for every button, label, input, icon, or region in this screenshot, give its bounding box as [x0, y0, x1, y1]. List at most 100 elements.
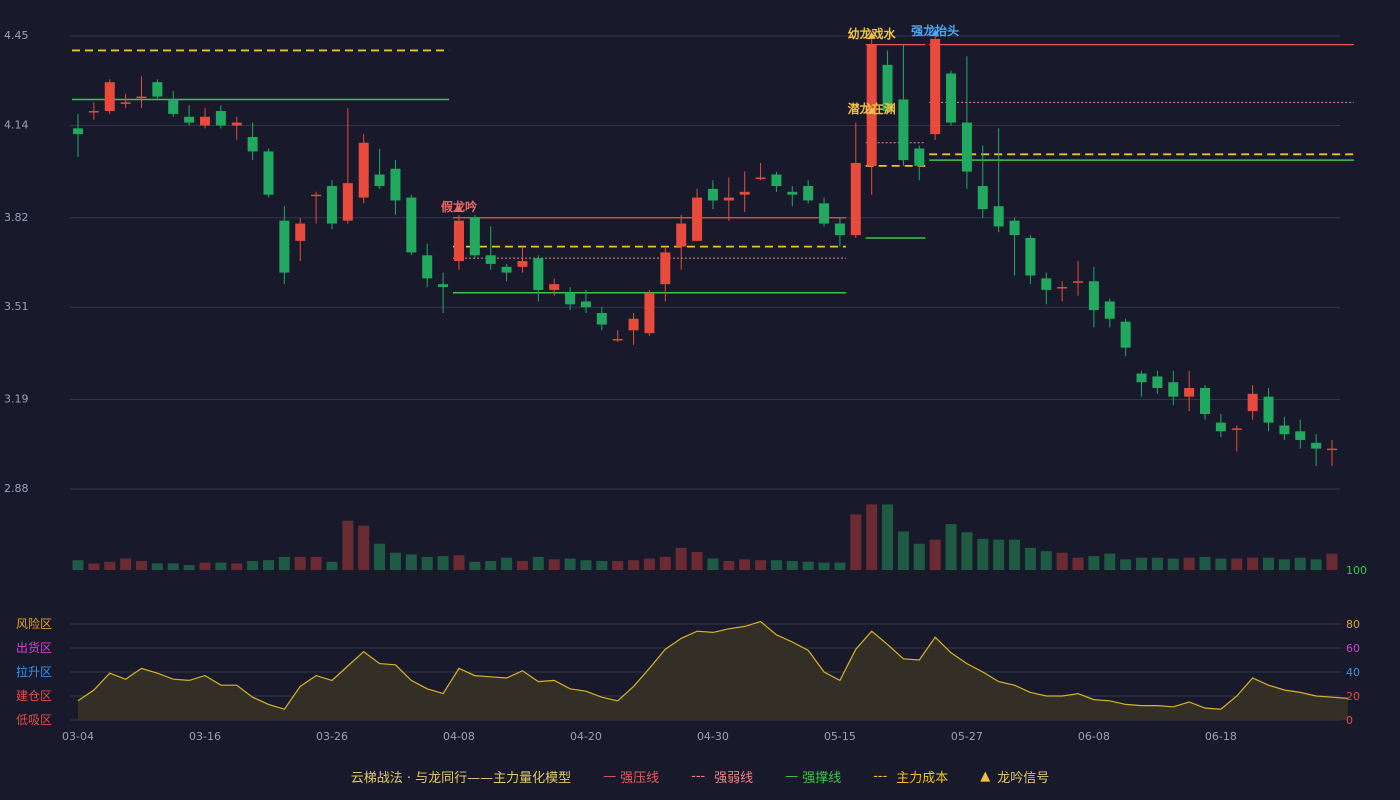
candle — [961, 56, 972, 189]
candle-body — [501, 266, 512, 273]
volume-bar — [135, 560, 147, 570]
candle-body — [263, 151, 274, 195]
candle-body — [819, 203, 830, 224]
volume-bar — [1136, 557, 1148, 570]
candle-body — [771, 174, 782, 187]
price-tick-label: 3.82 — [4, 211, 29, 224]
volume-bar — [929, 539, 941, 570]
candle-body — [1104, 301, 1115, 319]
candle — [771, 171, 782, 192]
candle-body — [231, 122, 242, 126]
date-tick-label: 04-30 — [697, 730, 729, 743]
volume-bar — [310, 556, 322, 570]
volume-bar — [389, 552, 401, 570]
candle — [215, 105, 226, 129]
volume-bar — [342, 520, 354, 570]
date-tick-label: 05-15 — [824, 730, 856, 743]
signal-triangle-icon — [931, 29, 940, 36]
candle-body — [1073, 281, 1084, 283]
volume-bar — [516, 560, 528, 570]
candle — [993, 128, 1004, 233]
indicator-tick-label: 20 — [1346, 690, 1360, 703]
candle — [104, 79, 115, 114]
volume-bar — [167, 563, 179, 570]
candle-body — [1231, 428, 1242, 430]
candle — [914, 145, 925, 181]
candle-body — [311, 194, 322, 197]
candle — [469, 214, 480, 259]
weak-line-icon: --- — [691, 768, 706, 784]
candle — [1247, 385, 1258, 420]
volume-bar — [120, 558, 132, 570]
candle — [120, 93, 131, 109]
candle — [723, 177, 734, 221]
candle — [660, 246, 671, 302]
date-tick-label: 03-16 — [189, 730, 221, 743]
candle — [1327, 439, 1337, 466]
candle — [565, 287, 576, 311]
volume-bar — [834, 562, 846, 570]
candle-body — [422, 255, 433, 279]
volume-bar — [501, 557, 513, 570]
volume-bar — [532, 556, 544, 570]
candle-body — [866, 44, 877, 166]
volume-bar — [897, 531, 909, 570]
volume-bar — [961, 532, 973, 570]
volume-bar — [548, 559, 560, 570]
candle — [1168, 370, 1179, 406]
candle-body — [1184, 388, 1195, 397]
candle — [1184, 370, 1195, 412]
volume-bar — [596, 560, 608, 570]
volume-bar — [1278, 559, 1290, 570]
candle-body — [438, 284, 449, 288]
volume-bar — [913, 543, 925, 570]
candle-body — [279, 220, 290, 273]
date-tick-label: 06-08 — [1078, 730, 1110, 743]
volume-bar — [485, 560, 497, 570]
legend-item-cost[interactable]: --- 主力成本 — [873, 768, 949, 786]
signal-label: 强龙抬头 — [911, 23, 959, 38]
legend-item-resist[interactable]: — 强压线 — [603, 768, 660, 786]
candle-body — [993, 206, 1004, 227]
volume-bar — [88, 563, 100, 570]
candle-body — [755, 177, 766, 179]
indicator-tick-label: 60 — [1346, 642, 1360, 655]
candle — [549, 278, 560, 296]
candle — [1295, 419, 1306, 449]
candle — [295, 217, 306, 262]
candle-body — [358, 142, 369, 198]
volume-bar — [882, 504, 894, 570]
candle — [453, 214, 464, 270]
candle-body — [1327, 448, 1337, 451]
date-tick-label: 05-27 — [951, 730, 983, 743]
volume-bar — [1183, 557, 1195, 570]
indicator-area — [78, 621, 1348, 720]
volume-bar — [231, 563, 243, 570]
candle — [1104, 298, 1115, 328]
legend-item-signal[interactable]: ▲ 龙吟信号 — [980, 768, 1050, 786]
volume-bar — [1088, 556, 1100, 570]
volume-bar — [993, 539, 1005, 570]
legend-item-weak[interactable]: --- 强弱线 — [691, 768, 754, 786]
candle — [1263, 388, 1274, 432]
volume-bar — [469, 561, 481, 570]
volume-bar — [278, 556, 290, 570]
candle — [168, 90, 179, 117]
candle — [501, 263, 512, 282]
volume-bar — [675, 547, 687, 570]
zone-label: 建仓区 — [16, 689, 52, 703]
date-tick-label: 03-26 — [316, 730, 348, 743]
support-line-icon: — — [785, 768, 799, 784]
candle-body — [1215, 422, 1226, 432]
candle-body — [565, 292, 576, 305]
candle-body — [533, 258, 544, 290]
legend-item-support[interactable]: — 强撑线 — [785, 768, 842, 786]
candle-body — [882, 64, 893, 112]
candle — [930, 36, 941, 140]
candle — [533, 255, 544, 302]
candle — [866, 38, 877, 195]
candle-body — [1088, 281, 1099, 311]
candle-body — [660, 252, 671, 285]
candle-body — [1025, 237, 1036, 276]
candle-body — [1279, 425, 1290, 435]
